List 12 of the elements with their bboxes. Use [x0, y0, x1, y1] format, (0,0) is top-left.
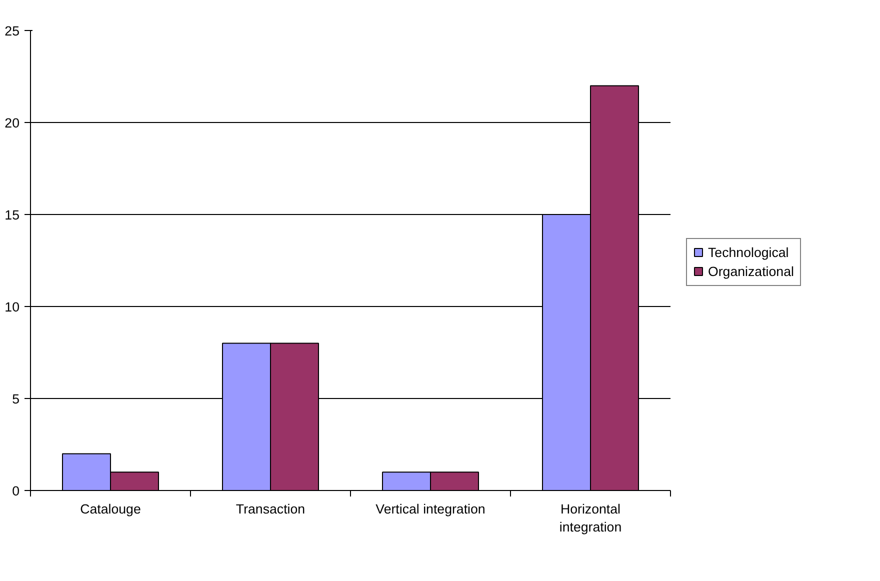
- y-tick-label: 15: [4, 208, 20, 222]
- legend-label: Organizational: [708, 264, 794, 278]
- y-tick-label: 25: [4, 24, 20, 38]
- legend-label: Technological: [708, 244, 789, 260]
- x-tick-label: Vertical integration: [376, 502, 486, 516]
- y-tick-label: 10: [4, 300, 20, 314]
- y-tick-label: 5: [12, 392, 20, 406]
- x-tick-label: Transaction: [236, 502, 306, 516]
- y-tick-label: 20: [4, 116, 20, 130]
- x-tick-label: Catalouge: [80, 502, 141, 516]
- x-tick-label: Horizontal integration: [559, 502, 622, 534]
- y-tick-label: 0: [12, 484, 20, 498]
